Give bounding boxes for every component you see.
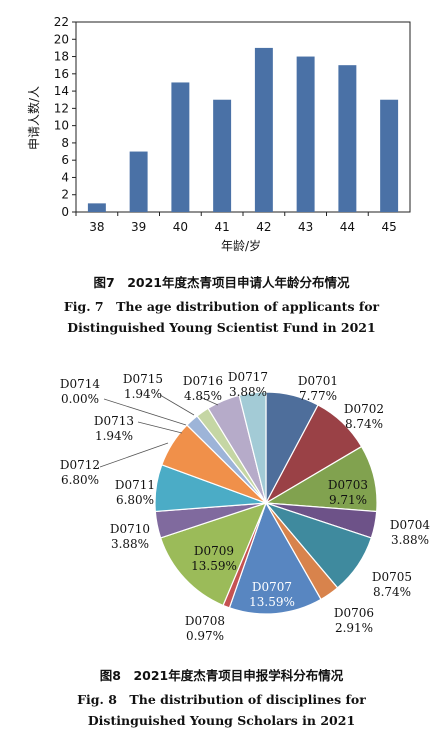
fig7-caption-en-line2: Distinguished Young Scientist Fund in 20…: [67, 320, 376, 335]
discipline-pie-chart: D07017.77%D07028.74%D07039.71%D07043.88%…: [60, 370, 431, 643]
slice-pct-d0701: 7.77%: [299, 389, 337, 403]
y-tick-label: 0: [61, 205, 69, 219]
slice-label-d0711: D0711: [115, 478, 155, 492]
leader-d0712: [99, 442, 169, 468]
bar-38: [87, 203, 106, 212]
y-tick-label: 16: [54, 67, 69, 81]
y-tick-label: 10: [54, 119, 69, 133]
bar-41: [213, 99, 232, 212]
bar-42: [254, 47, 273, 213]
slice-pct-d0708: 0.97%: [186, 629, 224, 643]
leader-d0716: [199, 396, 219, 406]
fig8-caption-cn: 图8 2021年度杰青项目申报学科分布情况: [99, 668, 344, 683]
slice-pct-d0716: 4.85%: [184, 389, 222, 403]
fig8-caption-en-line2: Distinguished Young Scholars in 2021: [87, 713, 356, 728]
slice-label-d0716: D0716: [183, 374, 223, 388]
slice-pct-d0711: 6.80%: [116, 493, 154, 507]
x-tick-label: 43: [298, 220, 313, 234]
age-bar-chart: 0 2 4 6 8 10 12 14 16 18 20 22 38 39 40 41 42 43 44 45 申请人数…: [26, 15, 411, 253]
slice-d0709: [159, 502, 268, 607]
y-tick-label: 8: [61, 136, 69, 150]
slice-label-d0705: D0705: [372, 570, 412, 584]
bar-40: [171, 82, 190, 212]
slice-label-d0712: D0712: [60, 458, 100, 472]
bar-43: [296, 56, 315, 212]
bar-marks: [87, 47, 399, 213]
x-axis-label: 年龄/岁: [221, 238, 261, 253]
x-tick-label: 44: [340, 220, 355, 234]
slice-label-d0713: D0713: [94, 414, 134, 428]
x-tick-label: 41: [214, 220, 229, 234]
slice-label-d0703: D0703: [328, 478, 368, 492]
slice-pct-d0709: 13.59%: [191, 559, 237, 573]
y-tick-label: 22: [54, 15, 69, 29]
y-tick-label: 18: [54, 50, 69, 64]
slice-label-d0702: D0702: [344, 402, 384, 416]
slice-pct-d0707: 13.59%: [249, 595, 295, 609]
slice-pct-d0705: 8.74%: [373, 585, 411, 599]
slice-pct-d0717: 3.88%: [229, 385, 267, 399]
slice-d0717: [238, 391, 267, 504]
slice-label-d0708: D0708: [185, 614, 225, 628]
slice-pct-d0715: 1.94%: [124, 387, 162, 401]
slice-label-d0710: D0710: [110, 522, 150, 536]
slice-pct-d0714: 0.00%: [61, 392, 99, 406]
leader-d0714: [103, 398, 187, 426]
y-tick-label: 6: [61, 153, 69, 167]
x-tick-label: 42: [256, 220, 271, 234]
leader-d0715: [159, 394, 195, 416]
slice-pct-d0702: 8.74%: [345, 417, 383, 431]
y-axis-label: 申请人数/人: [26, 86, 41, 150]
x-tick-label: 45: [381, 220, 396, 234]
pie-labels: D07017.77%D07028.74%D07039.71%D07043.88%…: [60, 370, 431, 643]
slice-pct-d0713: 1.94%: [95, 429, 133, 443]
pie-slices: [154, 391, 378, 615]
leader-d0713: [137, 421, 183, 434]
slice-label-d0701: D0701: [298, 374, 338, 388]
bar-39: [129, 151, 148, 212]
slice-pct-d0704: 3.88%: [391, 533, 429, 547]
slice-pct-d0703: 9.71%: [329, 493, 367, 507]
slice-label-d0707: D0707: [252, 580, 292, 594]
x-tick-label: 38: [89, 220, 104, 234]
slice-label-d0704: D0704: [390, 518, 431, 532]
slice-label-d0706: D0706: [334, 606, 374, 620]
y-tick-label: 14: [54, 84, 69, 98]
pie-leader-lines: [99, 394, 219, 468]
bar-45: [380, 99, 399, 212]
slice-label-d0714: D0714: [60, 377, 101, 391]
bar-44: [338, 65, 357, 212]
fig7-caption-cn: 图7 2021年度杰青项目申请人年龄分布情况: [93, 275, 350, 290]
fig8-caption-en-line1: Fig. 8 The distribution of disciplines f…: [77, 692, 366, 707]
slice-pct-d0710: 3.88%: [111, 537, 149, 551]
y-tick-label: 2: [61, 188, 69, 202]
y-tick-label: 12: [54, 101, 69, 115]
slice-label-d0717: D0717: [228, 370, 268, 384]
x-tick-label: 39: [131, 220, 146, 234]
slice-label-d0715: D0715: [123, 372, 163, 386]
slice-d0707: [228, 501, 322, 615]
y-tick-label: 4: [61, 170, 69, 184]
slice-pct-d0706: 2.91%: [335, 621, 373, 635]
slice-pct-d0712: 6.80%: [61, 473, 99, 487]
fig7-caption-en-line1: Fig. 7 The age distribution of applicant…: [63, 299, 380, 314]
bar-axes: 0 2 4 6 8 10 12 14 16 18 20 22 38 39 40 41 42 43 44 45: [54, 15, 411, 234]
slice-label-d0709: D0709: [194, 544, 234, 558]
x-tick-label: 40: [173, 220, 188, 234]
y-tick-label: 20: [54, 32, 69, 46]
plot-frame: [75, 21, 411, 213]
